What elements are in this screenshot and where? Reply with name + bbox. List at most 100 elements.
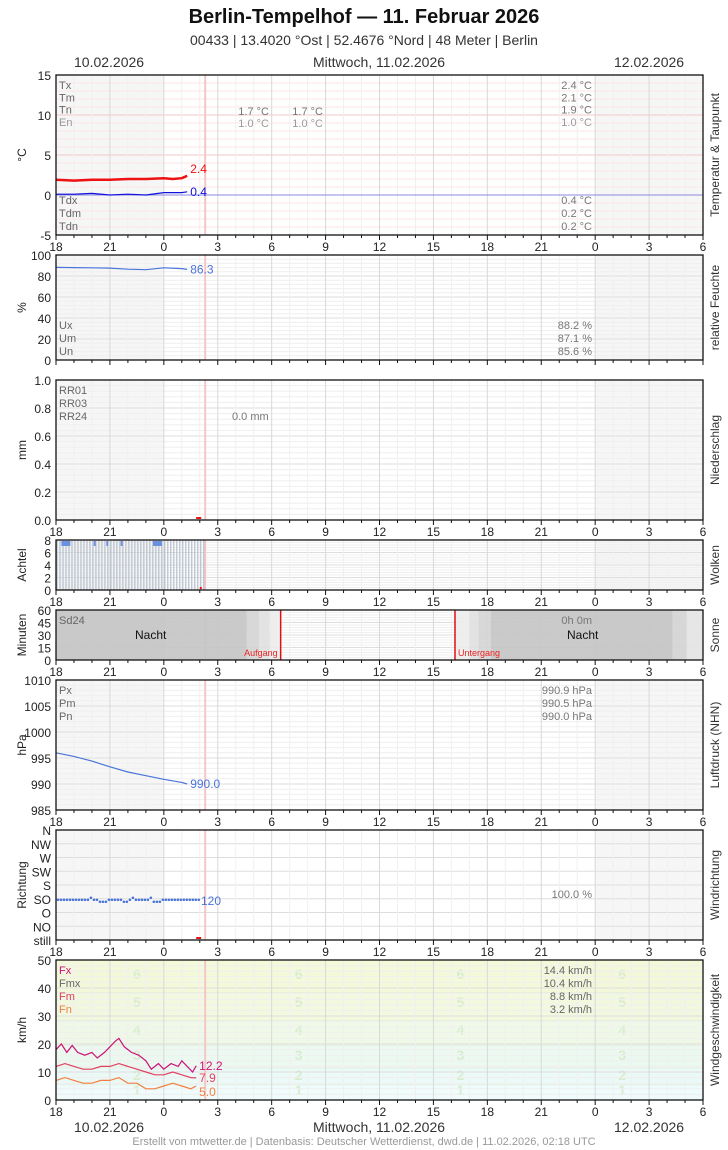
cloud-cover-marker bbox=[120, 541, 123, 546]
y-tick-label: 1010 bbox=[24, 674, 51, 688]
x-tick-label: 3 bbox=[646, 945, 653, 959]
panel-title: Wolken bbox=[708, 545, 722, 585]
cloud-cover-marker bbox=[106, 541, 109, 546]
direction-dot bbox=[56, 898, 60, 902]
x-tick-label: 6 bbox=[700, 525, 707, 539]
panel-title: Luftdruck (NHN) bbox=[708, 702, 722, 789]
night-shade bbox=[259, 610, 270, 660]
x-tick-label: 0 bbox=[592, 525, 599, 539]
series-line bbox=[56, 191, 188, 196]
direction-dot bbox=[191, 898, 195, 902]
direction-dot bbox=[194, 898, 198, 902]
stat-value: 3.2 km/h bbox=[550, 1004, 592, 1016]
y-tick-label: 80 bbox=[38, 270, 52, 284]
x-tick-label: 18 bbox=[481, 945, 495, 959]
y-tick-label: 0.8 bbox=[34, 402, 51, 416]
x-tick-label: 12 bbox=[373, 815, 387, 829]
legend-label: RR03 bbox=[59, 398, 87, 410]
legend-label: Pn bbox=[59, 711, 72, 723]
direction-dot bbox=[104, 900, 108, 904]
y-tick-label: NW bbox=[31, 838, 52, 852]
x-tick-label: 21 bbox=[103, 945, 117, 959]
series-line bbox=[55, 174, 188, 182]
x-tick-label: 6 bbox=[268, 595, 275, 609]
night-label: Nacht bbox=[567, 628, 599, 642]
x-tick-label: 3 bbox=[646, 815, 653, 829]
y-tick-label: still bbox=[34, 934, 51, 948]
night-shade bbox=[246, 610, 260, 660]
y-tick-label: 995 bbox=[31, 752, 51, 766]
legend-label: En bbox=[59, 117, 72, 129]
beaufort-label: 5 bbox=[133, 994, 141, 1010]
last-value-label: 990.0 bbox=[190, 777, 220, 791]
x-tick-label: 3 bbox=[214, 815, 221, 829]
cloud-cover-marker bbox=[153, 541, 163, 546]
last-value-label: 2.4 bbox=[190, 162, 207, 176]
y-axis-label: hPa bbox=[15, 734, 29, 756]
x-tick-label: 3 bbox=[646, 595, 653, 609]
x-tick-label: 12 bbox=[373, 665, 387, 679]
x-tick-label: 21 bbox=[103, 665, 117, 679]
beaufort-label: 5 bbox=[618, 994, 626, 1010]
stat-value: 0.2 °C bbox=[561, 221, 592, 233]
x-tick-label: 6 bbox=[268, 525, 275, 539]
x-tick-label: 6 bbox=[700, 595, 707, 609]
x-tick-label: 3 bbox=[646, 665, 653, 679]
night-shade bbox=[686, 610, 703, 660]
direction-dot bbox=[83, 898, 87, 902]
x-tick-label: 9 bbox=[322, 665, 329, 679]
direction-dot bbox=[128, 898, 132, 902]
x-tick-label: 18 bbox=[481, 595, 495, 609]
direction-dot bbox=[137, 898, 141, 902]
direction-dot bbox=[107, 898, 111, 902]
x-tick-label: 0 bbox=[592, 665, 599, 679]
beaufort-label: 4 bbox=[295, 1022, 303, 1038]
direction-dot bbox=[161, 898, 165, 902]
panel-title: relative Feuchte bbox=[708, 264, 722, 350]
x-tick-label: 21 bbox=[103, 1105, 117, 1119]
x-tick-label: 9 bbox=[322, 240, 329, 254]
direction-dot bbox=[62, 898, 66, 902]
x-tick-label: 21 bbox=[103, 815, 117, 829]
beaufort-label: 6 bbox=[295, 966, 303, 982]
legend-label: Fx bbox=[59, 965, 72, 977]
calm-stat: 100.0 % bbox=[552, 889, 593, 901]
night-shade bbox=[56, 610, 247, 660]
direction-dot bbox=[170, 898, 174, 902]
y-tick-label: 0.0 bbox=[34, 514, 51, 528]
x-tick-label: 3 bbox=[214, 595, 221, 609]
y-tick-label: 0 bbox=[44, 654, 51, 668]
beaufort-label: 4 bbox=[618, 1022, 626, 1038]
x-tick-label: 3 bbox=[214, 1105, 221, 1119]
x-tick-label: 9 bbox=[322, 595, 329, 609]
y-axis-label: mm bbox=[15, 440, 29, 460]
legend-label: Tx bbox=[59, 80, 72, 92]
stat-value: 2.1 °C bbox=[561, 92, 592, 104]
x-tick-label: 18 bbox=[49, 815, 63, 829]
x-tick-label: 12 bbox=[373, 525, 387, 539]
legend-label: Tdx bbox=[59, 195, 78, 207]
series-line bbox=[55, 1062, 197, 1079]
y-axis-label: % bbox=[15, 302, 29, 313]
x-tick-label: 0 bbox=[592, 1105, 599, 1119]
cloud-cover-marker bbox=[61, 541, 71, 546]
date-right: 12.02.2026 bbox=[614, 54, 685, 70]
y-tick-label: SO bbox=[34, 893, 51, 907]
day-en: 1.0 °C bbox=[238, 118, 269, 130]
y-tick-label: 30 bbox=[38, 1010, 52, 1024]
direction-dot bbox=[68, 898, 72, 902]
direction-dot bbox=[197, 898, 201, 902]
direction-dot bbox=[122, 900, 126, 904]
date-center: Mittwoch, 11.02.2026 bbox=[313, 54, 446, 70]
panel-title: Sonne bbox=[708, 617, 722, 652]
last-value-label: 0.4 bbox=[190, 185, 207, 199]
legend-label: Fm bbox=[59, 991, 75, 1003]
x-tick-label: 18 bbox=[49, 240, 63, 254]
y-tick-label: 100 bbox=[31, 249, 51, 263]
y-tick-label: 0 bbox=[44, 189, 51, 203]
x-tick-label: 12 bbox=[373, 595, 387, 609]
direction-dot bbox=[152, 900, 156, 904]
